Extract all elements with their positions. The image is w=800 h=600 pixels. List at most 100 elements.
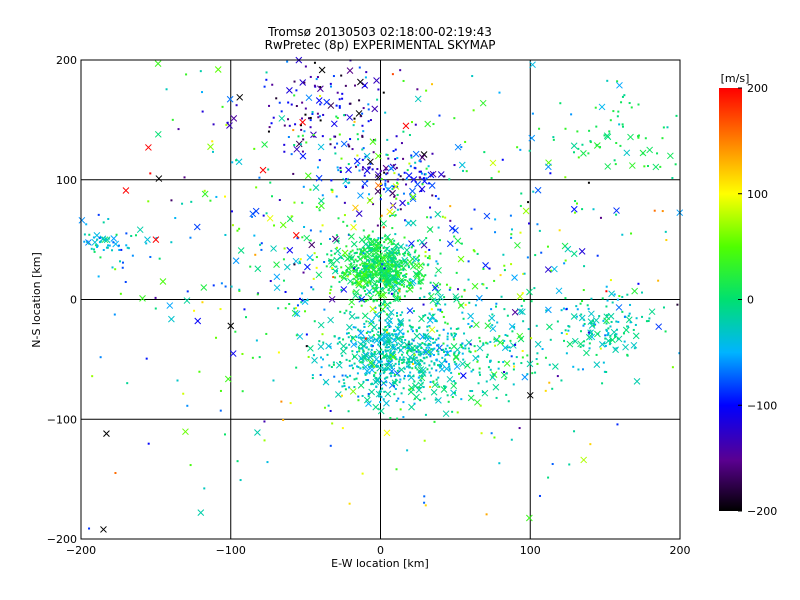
data-point <box>365 293 368 296</box>
data-point-x <box>434 210 442 218</box>
data-point <box>445 360 448 363</box>
data-point <box>373 338 376 341</box>
data-point <box>365 379 368 382</box>
data-point <box>480 432 483 435</box>
data-point <box>405 273 408 276</box>
data-point <box>599 146 602 149</box>
data-point-x <box>318 202 325 210</box>
data-point <box>428 346 431 349</box>
data-point <box>91 375 94 378</box>
data-point <box>374 286 377 289</box>
data-point <box>393 293 396 296</box>
data-point <box>147 200 150 203</box>
data-point <box>349 311 352 314</box>
data-point <box>368 241 371 244</box>
data-point <box>350 263 353 266</box>
data-point <box>413 397 416 400</box>
data-point <box>145 357 148 360</box>
data-point <box>489 359 492 362</box>
data-point <box>401 283 404 286</box>
data-point <box>482 342 485 345</box>
data-point <box>336 142 339 145</box>
data-point <box>472 249 475 252</box>
data-point <box>589 140 592 143</box>
data-point <box>422 278 425 281</box>
data-point <box>577 156 580 159</box>
data-point <box>419 343 422 346</box>
data-point <box>369 331 372 334</box>
data-point <box>505 372 508 375</box>
data-point-x <box>355 210 363 217</box>
data-point <box>385 334 388 337</box>
data-point <box>293 144 296 147</box>
data-point-x <box>379 300 387 308</box>
data-point <box>346 224 349 227</box>
data-point <box>498 335 501 338</box>
data-point <box>378 315 381 318</box>
data-point <box>322 358 325 361</box>
data-point <box>510 355 513 358</box>
data-point <box>211 140 214 143</box>
data-point <box>331 266 334 269</box>
data-point <box>363 265 366 268</box>
data-point <box>278 199 281 202</box>
data-point <box>371 382 374 385</box>
data-point <box>538 127 541 130</box>
data-point <box>361 472 364 475</box>
colorbar-tick-label: 0 <box>747 294 754 307</box>
data-point <box>306 299 309 302</box>
data-point <box>365 273 368 276</box>
data-point <box>407 340 410 343</box>
data-point <box>462 169 465 172</box>
data-point <box>189 464 192 467</box>
data-point <box>388 252 391 255</box>
data-point <box>601 297 604 300</box>
data-point <box>374 311 377 314</box>
data-point <box>399 175 402 178</box>
data-point <box>198 370 201 373</box>
data-point <box>345 270 348 273</box>
data-point-x <box>305 94 313 102</box>
data-point-x <box>442 410 450 418</box>
data-point <box>629 321 632 324</box>
data-point <box>359 275 362 278</box>
data-point <box>548 381 551 384</box>
data-point-x <box>341 249 349 257</box>
data-point <box>436 344 439 347</box>
data-point <box>330 188 333 191</box>
data-point <box>312 135 315 138</box>
data-point-x <box>457 302 465 309</box>
data-point <box>348 502 351 505</box>
data-point <box>351 148 354 151</box>
data-point <box>377 280 380 283</box>
data-point <box>450 371 453 374</box>
data-point <box>357 328 360 331</box>
data-point <box>371 340 374 343</box>
data-point <box>419 386 422 389</box>
data-point <box>592 324 595 327</box>
data-point <box>107 244 110 247</box>
data-point <box>434 195 437 198</box>
data-point <box>453 360 456 363</box>
data-point <box>549 172 552 175</box>
data-point <box>377 88 380 91</box>
data-point <box>493 338 496 341</box>
data-point <box>367 120 370 123</box>
data-point <box>382 91 385 94</box>
data-point <box>377 395 380 398</box>
data-point <box>424 413 427 416</box>
data-point <box>411 286 414 289</box>
data-point-x <box>194 317 202 325</box>
data-point <box>427 165 430 168</box>
data-point <box>331 191 334 194</box>
data-point <box>380 214 383 217</box>
data-point <box>369 281 372 284</box>
data-point <box>357 138 360 141</box>
data-point <box>301 117 304 120</box>
data-point-x <box>529 61 536 69</box>
data-point <box>558 229 561 232</box>
data-point <box>465 170 468 173</box>
data-point-x <box>361 312 369 320</box>
data-point <box>579 302 582 305</box>
